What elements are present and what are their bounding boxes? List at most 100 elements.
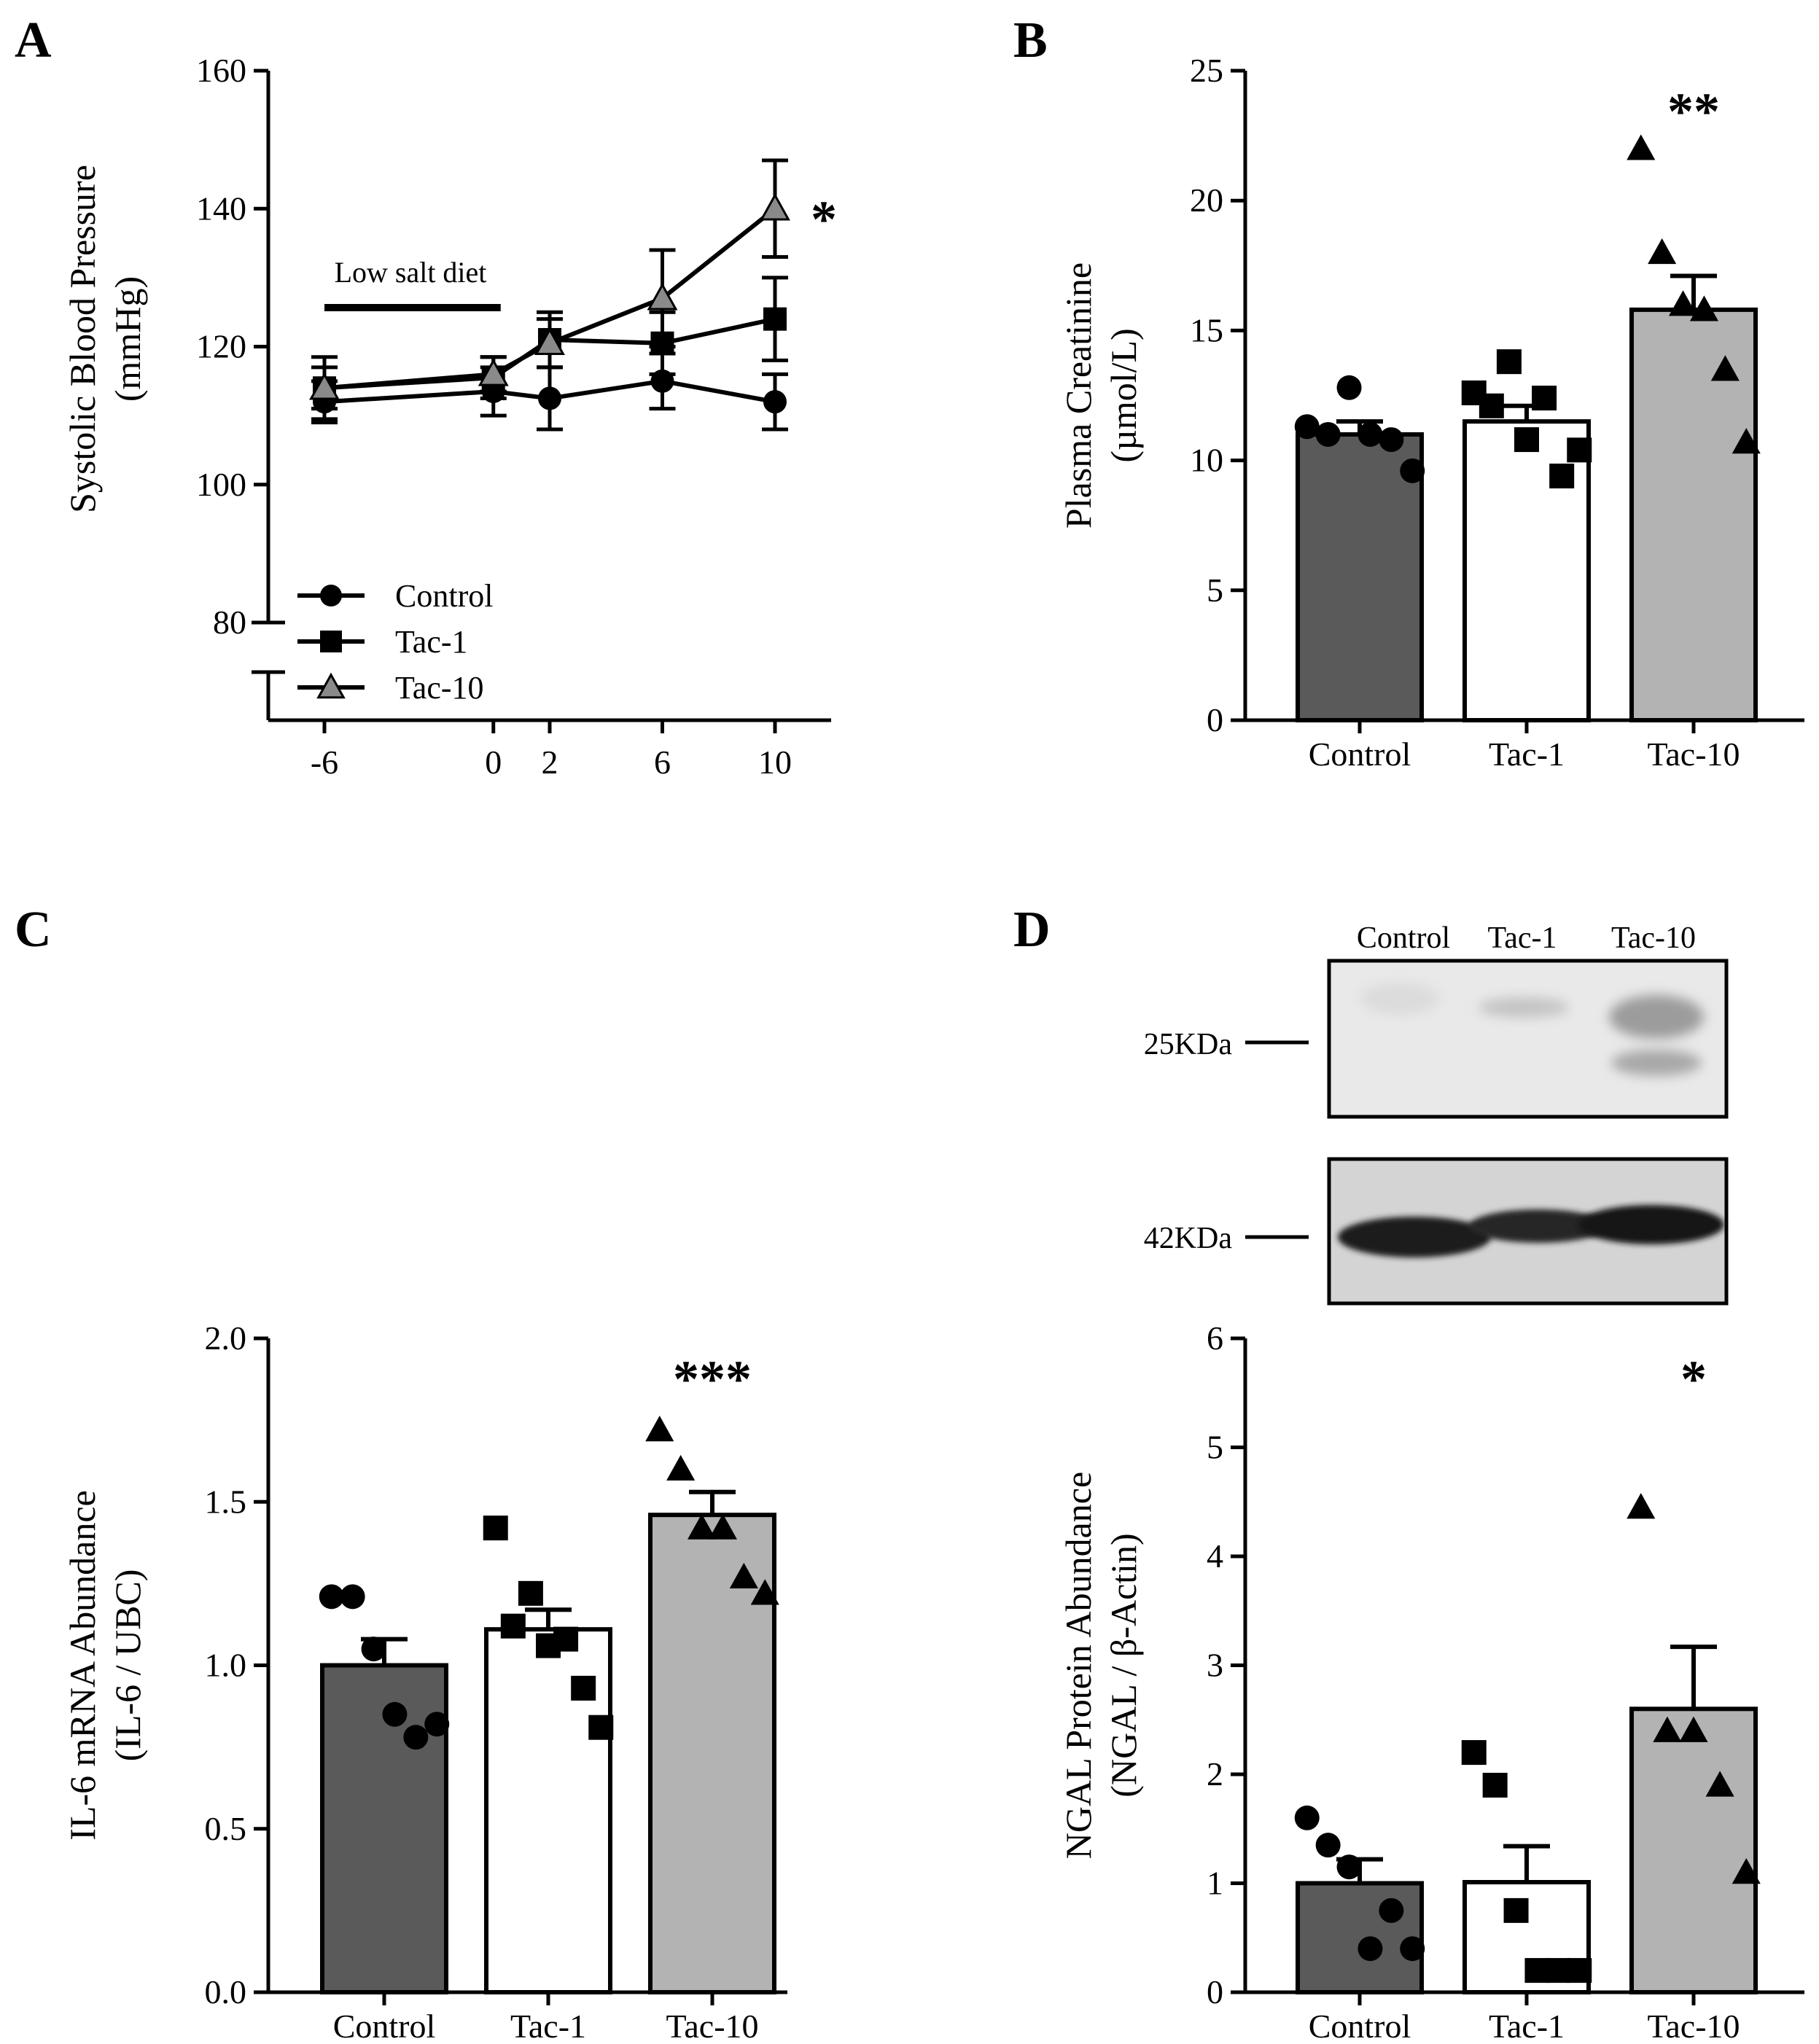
data-point [1732, 1858, 1761, 1884]
legend-label-tac-10: Tac-10 [395, 670, 484, 706]
blot-ngal-membrane [1327, 959, 1729, 1119]
data-point [1653, 1716, 1682, 1742]
chart-d-bar: 0 1 2 3 4 5 6 Control Tac-1 Tac-10 * NGAL Protein A… [1058, 1319, 1804, 2044]
panel-letter-b: B [1013, 12, 1048, 69]
panel-letter-d: D [1013, 902, 1051, 958]
y-axis-title-line: (µmol/L) [1103, 328, 1144, 462]
y-tick-label: 1.0 [205, 1647, 247, 1684]
legend-marker-control [320, 585, 342, 606]
y-axis-title-line: IL-6 mRNA Abundance [62, 1490, 103, 1840]
blot-lane-control: Control [1357, 921, 1450, 955]
significance-marker: ** [1667, 82, 1720, 141]
significance-marker: * [1680, 1350, 1707, 1408]
x-tick-label: Tac-10 [1647, 736, 1740, 773]
data-point [1514, 427, 1539, 453]
y-tick-label: 2 [1207, 1755, 1223, 1793]
data-point [500, 1613, 526, 1639]
data-point-tac-10 [478, 358, 509, 386]
legend-marker-tac-10 [316, 672, 346, 699]
data-point [1400, 1936, 1425, 1962]
data-point [340, 1584, 365, 1610]
y-tick-label: 0 [1207, 1973, 1223, 2010]
y-tick-label: 1.5 [205, 1483, 247, 1520]
data-point [571, 1675, 596, 1701]
data-point [1710, 355, 1740, 381]
x-tick-label: Control [1309, 736, 1411, 773]
blot-band-control-ngal [1360, 983, 1440, 1015]
panel-letter-a: A [15, 12, 52, 69]
data-point [1567, 1958, 1592, 1983]
data-point [1503, 1897, 1529, 1923]
y-tick-label: 140 [196, 190, 246, 227]
western-blot: Control Tac-1 Tac-10 25KDa 42KDa [1144, 921, 1729, 1306]
data-point [483, 1516, 508, 1541]
data-point [403, 1725, 429, 1750]
y-tick-label: 5 [1207, 572, 1223, 609]
data-point [1549, 463, 1575, 488]
blot-band-tac10-ngal-upper [1609, 995, 1704, 1039]
y-tick-label: 25 [1190, 52, 1223, 89]
bar-tac-10 [648, 1513, 776, 1994]
y-axis-title: IL-6 mRNA Abundance (IL-6 / UBC) [62, 1490, 148, 1840]
y-axis-title-line: Plasma Creatinine [1058, 262, 1099, 528]
bar-control [1296, 1881, 1424, 1994]
y-tick-label: 20 [1190, 182, 1223, 219]
data-point [1482, 1772, 1508, 1798]
data-point [645, 1416, 674, 1442]
data-point-control [538, 386, 561, 410]
y-tick-label: 0 [1207, 701, 1223, 738]
y-tick-label: 1 [1207, 1865, 1223, 1902]
x-tick-label: 0 [485, 744, 502, 781]
data-point [729, 1562, 758, 1589]
y-tick-label: 6 [1207, 1319, 1223, 1357]
legend-label-control: Control [395, 578, 493, 614]
blot-marker-25kda: 25KDa [1144, 1028, 1233, 1061]
y-tick-label: 3 [1207, 1647, 1223, 1684]
data-point [424, 1712, 450, 1737]
x-tick-label: Tac-10 [1647, 2008, 1740, 2044]
data-point [708, 1513, 737, 1540]
data-point [688, 1513, 717, 1540]
data-point [1294, 1805, 1320, 1830]
data-point [1315, 1833, 1341, 1858]
legend-marker-tac-1 [320, 631, 342, 652]
chart-b-bar: 0 5 10 15 20 25 Control Tac-1 Tac-10 ** Plasma Cre… [1058, 52, 1804, 773]
data-point [361, 1637, 386, 1662]
data-point [1627, 1493, 1656, 1519]
data-point [1315, 421, 1341, 447]
x-tick-label: Control [333, 2008, 436, 2044]
y-axis-title-line: NGAL Protein Abundance [1058, 1472, 1099, 1859]
data-point [1479, 393, 1504, 418]
significance-marker: *** [673, 1350, 752, 1408]
data-point-tac-10 [534, 327, 565, 355]
chart-a-line: 80 100 120 140 160 -6 0 2 6 10 Low salt diet * Contr… [62, 52, 837, 781]
data-point [1567, 437, 1592, 463]
data-point [1379, 1897, 1404, 1923]
data-point [1496, 349, 1522, 375]
data-point [1648, 238, 1677, 265]
data-point [553, 1626, 579, 1652]
y-tick-label: 0.5 [205, 1810, 247, 1847]
x-tick-label: Tac-1 [510, 2008, 586, 2044]
y-tick-label: 2.0 [205, 1319, 247, 1357]
blot-lane-tac1: Tac-1 [1488, 921, 1557, 955]
x-tick-label: Control [1309, 2008, 1411, 2044]
x-tick-label: Tac-1 [1489, 2008, 1565, 2044]
data-point [1358, 421, 1383, 447]
data-point [1400, 458, 1425, 483]
significance-marker: * [811, 190, 837, 249]
x-tick-label: Tac-1 [1489, 736, 1565, 773]
blot-band-tac10-ngal-lower [1611, 1050, 1702, 1076]
y-axis-title: Systolic Blood Pressure (mmHg) [62, 165, 148, 513]
x-tick-label: Tac-10 [666, 2008, 758, 2044]
y-tick-label: 10 [1190, 442, 1223, 479]
data-point [1336, 1854, 1362, 1880]
data-point [1294, 414, 1320, 440]
data-point-tac-1 [763, 307, 787, 331]
legend-label-tac-1: Tac-1 [395, 624, 468, 660]
y-tick-label: 160 [196, 52, 246, 89]
data-point [319, 1584, 344, 1610]
x-tick-label: 6 [654, 744, 671, 781]
data-point [588, 1715, 614, 1740]
